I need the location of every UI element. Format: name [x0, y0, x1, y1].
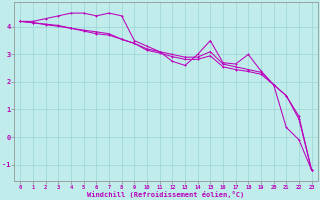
- X-axis label: Windchill (Refroidissement éolien,°C): Windchill (Refroidissement éolien,°C): [87, 191, 244, 198]
